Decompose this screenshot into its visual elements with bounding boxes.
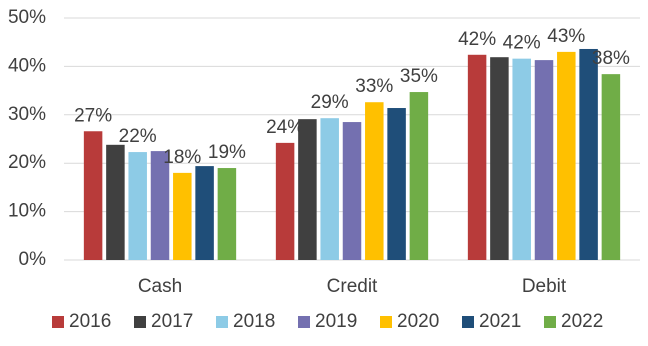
data-label: 35%: [400, 66, 438, 87]
bar: [217, 168, 237, 260]
y-tick-label: 20%: [8, 152, 46, 173]
bar: [173, 172, 192, 260]
bar: [387, 108, 406, 260]
bar: [512, 58, 531, 260]
bar: [83, 131, 103, 260]
y-tick-label: 40%: [8, 55, 46, 76]
x-tick-label: Credit: [327, 276, 378, 297]
legend-swatch: [216, 316, 228, 328]
data-label: 24%: [266, 117, 304, 138]
bar: [320, 118, 339, 260]
legend-swatch: [462, 316, 474, 328]
y-tick-label: 50%: [8, 7, 46, 28]
data-label: 19%: [208, 142, 246, 163]
data-label: 38%: [592, 48, 630, 69]
data-label: 33%: [355, 76, 393, 97]
data-label: 43%: [547, 26, 585, 47]
legend-label: 2019: [315, 311, 357, 332]
legend-swatch: [134, 316, 146, 328]
y-tick-label: 0%: [19, 249, 47, 270]
bar: [106, 144, 125, 260]
data-label: 27%: [74, 105, 112, 126]
bar: [275, 142, 295, 260]
y-tick-label: 30%: [8, 104, 46, 125]
legend-swatch: [544, 316, 556, 328]
bar: [557, 51, 576, 260]
bar: [409, 92, 429, 260]
legend-label: 2016: [69, 311, 111, 332]
legend-label: 2018: [233, 311, 275, 332]
legend-label: 2017: [151, 311, 193, 332]
legend-label: 2021: [479, 311, 521, 332]
legend-label: 2020: [397, 311, 439, 332]
data-label: 29%: [311, 92, 349, 113]
bar: [150, 151, 170, 260]
y-tick-label: 10%: [8, 201, 46, 222]
legend-swatch: [380, 316, 392, 328]
legend-swatch: [298, 316, 310, 328]
data-label: 42%: [458, 29, 496, 50]
bar: [365, 102, 384, 260]
bar: [601, 74, 621, 260]
legend-swatch: [52, 316, 64, 328]
bar: [342, 122, 362, 260]
data-label: 42%: [503, 33, 541, 54]
data-label: 22%: [119, 126, 157, 147]
bar: [128, 152, 147, 260]
x-tick-label: Debit: [522, 276, 567, 297]
bar: [195, 166, 214, 260]
bar: [490, 57, 509, 261]
data-label: 18%: [163, 147, 201, 168]
bar: [298, 119, 317, 260]
bar: [579, 48, 598, 261]
bar: [534, 60, 554, 260]
legend-label: 2022: [561, 311, 603, 332]
bar: [467, 54, 487, 261]
x-tick-label: Cash: [138, 276, 182, 297]
